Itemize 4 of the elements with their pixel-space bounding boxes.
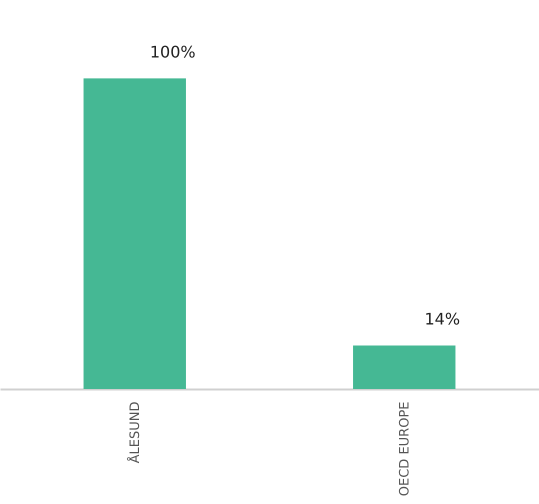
data-label: 100% <box>150 42 196 62</box>
x-tick-label: ÅLESUND <box>126 402 143 464</box>
x-tick-label: OECD EUROPE <box>397 402 412 496</box>
data-label: 14% <box>424 310 460 329</box>
